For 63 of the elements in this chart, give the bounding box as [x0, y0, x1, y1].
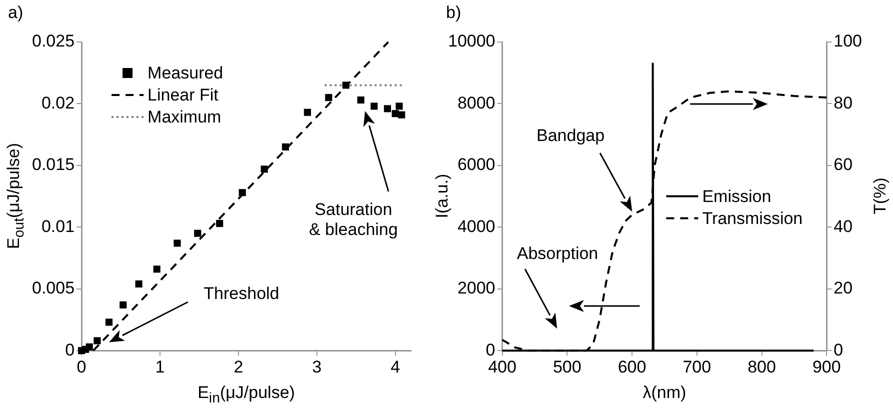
point — [325, 94, 332, 102]
y-axis-title: I(a.u.) — [432, 174, 452, 218]
point — [282, 143, 290, 150]
point — [396, 102, 403, 110]
point — [304, 108, 311, 116]
x-tick-label: 500 — [552, 357, 582, 376]
y-tick-label: 0 — [65, 340, 75, 360]
y2-tick-label: 0 — [834, 340, 844, 360]
point — [194, 230, 202, 237]
point — [357, 96, 364, 104]
point — [238, 189, 246, 196]
point — [94, 337, 101, 344]
y-tick-label: 10000 — [448, 32, 496, 51]
point — [135, 280, 142, 288]
y-tick-label: 0 — [486, 340, 496, 360]
y2-axis-title: T(%) — [870, 178, 890, 215]
y-tick-label: 2000 — [457, 278, 496, 298]
y-tick-label: 0.025 — [32, 32, 75, 51]
x-tick-label: 600 — [618, 357, 646, 376]
chart-title: a) — [8, 3, 24, 22]
x-tick-label: 3 — [312, 357, 322, 376]
y-tick-label: 6000 — [457, 155, 496, 174]
y2-tick-label: 60 — [834, 155, 853, 174]
point — [384, 105, 392, 112]
x-tick-label: 900 — [812, 357, 841, 376]
point — [398, 111, 406, 118]
x-axis-title: λ(nm) — [642, 383, 686, 402]
point — [370, 102, 378, 110]
x-tick-label: 400 — [488, 357, 516, 376]
legend-label: Emission — [702, 186, 772, 206]
annotation: Absorption — [516, 244, 600, 264]
y2-tick-label: 20 — [834, 278, 853, 298]
point — [342, 82, 350, 89]
x-axis-title: E$_{in}$(μJ/pulse) — [198, 383, 295, 406]
y2-tick-label: 100 — [834, 32, 862, 51]
y-tick-label: 0.01 — [41, 216, 75, 236]
point — [260, 166, 268, 173]
legend-label: Linear Fit — [148, 86, 219, 105]
point — [174, 240, 181, 247]
y-tick-label: 0.005 — [32, 278, 75, 298]
annotation: Saturation & bleaching — [308, 200, 399, 240]
y2-tick-label: 80 — [834, 93, 853, 112]
point — [86, 343, 93, 350]
x-tick-label: 2 — [234, 357, 244, 376]
legend-label: Transmission — [702, 208, 803, 228]
point — [216, 220, 224, 227]
legend-label: Measured — [148, 64, 224, 83]
y-tick-label: 0.015 — [32, 155, 75, 174]
point — [105, 318, 113, 326]
annotation: Bandgap — [536, 126, 606, 146]
y-tick-label: 0.02 — [41, 93, 75, 112]
y2-tick-label: 40 — [834, 216, 853, 236]
chart-title: b) — [446, 3, 462, 22]
legend-label: Maximum — [148, 108, 222, 127]
x-tick-label: 4 — [390, 357, 400, 376]
x-tick-label: 1 — [155, 357, 165, 376]
x-tick-label: 800 — [748, 357, 776, 376]
x-tick-label: 700 — [682, 357, 712, 376]
y-tick-label: 8000 — [457, 93, 496, 112]
point — [120, 301, 127, 308]
annotation: Threshold — [202, 284, 280, 304]
y-tick-label: 4000 — [457, 216, 496, 236]
point — [153, 266, 160, 273]
